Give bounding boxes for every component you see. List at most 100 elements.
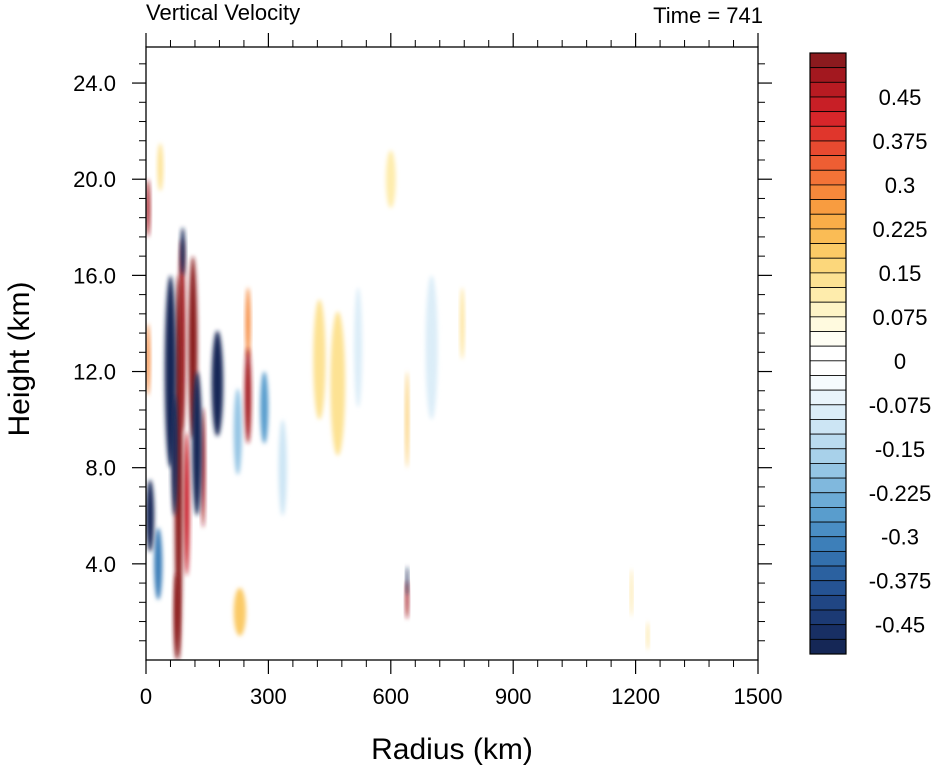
colorbar-label: 0: [894, 349, 906, 374]
downdraft-region: [180, 227, 186, 276]
colorbar-swatch: [809, 301, 847, 318]
updraft-region: [405, 371, 409, 468]
colorbar-swatch: [809, 184, 847, 200]
colorbar-swatch: [809, 125, 847, 142]
downdraft-region: [154, 527, 163, 600]
colorbar-swatch: [809, 81, 847, 98]
colorbar-swatch: [809, 169, 847, 186]
colorbar-swatch: [809, 243, 847, 259]
plot-frame: [145, 46, 759, 661]
updraft-region: [630, 568, 633, 617]
colorbar-swatch: [809, 404, 847, 420]
downdraft-region: [192, 371, 202, 516]
downdraft-region: [425, 275, 438, 420]
colorbar-swatch: [809, 67, 847, 83]
colorbar-swatch: [809, 228, 847, 244]
colorbar-swatch: [809, 448, 847, 464]
colorbar-label: -0.375: [869, 569, 931, 594]
colorbar-swatch: [809, 331, 847, 347]
colorbar-swatch: [809, 477, 847, 494]
updraft-region: [201, 407, 206, 528]
colorbar-label: -0.225: [869, 481, 931, 506]
y-tick-label: 8.0: [85, 456, 116, 481]
colorbar-swatch: [809, 580, 847, 596]
updraft-region: [157, 143, 164, 192]
y-tick-label: 16.0: [73, 263, 116, 288]
downdraft-region: [278, 419, 287, 516]
colorbar-swatch: [809, 96, 847, 113]
colorbar-swatch: [809, 316, 847, 332]
colorbar-swatch: [809, 257, 847, 274]
colorbar-swatch: [809, 521, 847, 538]
colorbar-swatch: [809, 345, 847, 362]
colorbar-swatch: [809, 550, 847, 567]
updraft-region: [244, 347, 252, 444]
colorbar-swatch: [809, 52, 847, 69]
updraft-region: [245, 287, 251, 360]
colorbar-label: 0.375: [872, 129, 927, 154]
colorbar-swatch: [809, 213, 847, 230]
colorbar-swatch: [809, 609, 847, 626]
x-tick-label: 1500: [734, 684, 783, 709]
updraft-region: [146, 323, 151, 396]
downdraft-region: [260, 371, 269, 444]
updraft-region: [313, 299, 326, 420]
colorbar-swatch: [809, 594, 847, 611]
updraft-region: [173, 573, 180, 660]
colorbar-swatch: [809, 463, 847, 479]
colorbar-swatch: [809, 389, 847, 406]
x-tick-label: 600: [372, 684, 409, 709]
colorbar-swatch: [809, 199, 847, 215]
colorbar-label: 0.3: [885, 173, 916, 198]
colorbar-label: -0.15: [875, 437, 925, 462]
updraft-region: [460, 287, 465, 360]
colorbar-label: 0.45: [879, 85, 922, 110]
colorbar-swatch: [809, 155, 847, 171]
colorbar-swatch: [809, 140, 847, 157]
updraft-region: [183, 431, 190, 576]
colorbar-swatch: [809, 536, 847, 552]
x-tick-label: 900: [495, 684, 532, 709]
colorbar-swatch: [809, 272, 847, 288]
downdraft-region: [405, 566, 409, 596]
updraft-region: [385, 150, 396, 209]
chart-title: Vertical Velocity: [146, 0, 301, 25]
colorbar-swatch: [809, 638, 847, 655]
colorbar-swatch: [809, 492, 847, 508]
colorbar-label: -0.45: [875, 613, 925, 638]
colorbar-label: 0.15: [879, 261, 922, 286]
y-tick-label: 24.0: [73, 71, 116, 96]
colorbar-label: -0.075: [869, 393, 931, 418]
y-tick-label: 4.0: [85, 552, 116, 577]
colorbar-swatch: [809, 360, 847, 376]
colorbar-swatch: [809, 507, 847, 523]
colorbar-swatch: [809, 111, 847, 127]
colorbar-swatch: [809, 624, 847, 640]
downdraft-region: [354, 287, 363, 408]
time-label: Time = 741: [653, 3, 763, 28]
colorbar-label: 0.075: [872, 305, 927, 330]
updraft-region: [146, 179, 151, 237]
colorbar-swatch: [809, 433, 847, 450]
updraft-region: [174, 275, 183, 660]
updraft-region: [646, 621, 650, 651]
downdraft-region: [233, 388, 242, 475]
colorbar-label: 0.225: [872, 217, 927, 242]
x-axis-label: Radius (km): [371, 733, 533, 766]
downdraft-region: [146, 479, 155, 552]
colorbar-swatch: [809, 565, 847, 582]
colorbar: 0.45 0.375 0.3 0.225 0.15 0.075 0 -0.075 -0.15 -0…: [809, 52, 931, 655]
heatmap-field: [146, 143, 650, 660]
x-tick-label: 1200: [611, 684, 660, 709]
colorbar-label: -0.3: [881, 525, 919, 550]
y-axis-label: Height (km): [3, 281, 36, 437]
x-tick-label: 300: [250, 684, 287, 709]
downdraft-region: [171, 395, 178, 516]
colorbar-swatch: [809, 287, 847, 303]
colorbar-swatch: [809, 419, 847, 435]
colorbar-frame: [809, 52, 847, 655]
y-tick-label: 20.0: [73, 167, 116, 192]
colorbar-swatch: [809, 375, 847, 391]
